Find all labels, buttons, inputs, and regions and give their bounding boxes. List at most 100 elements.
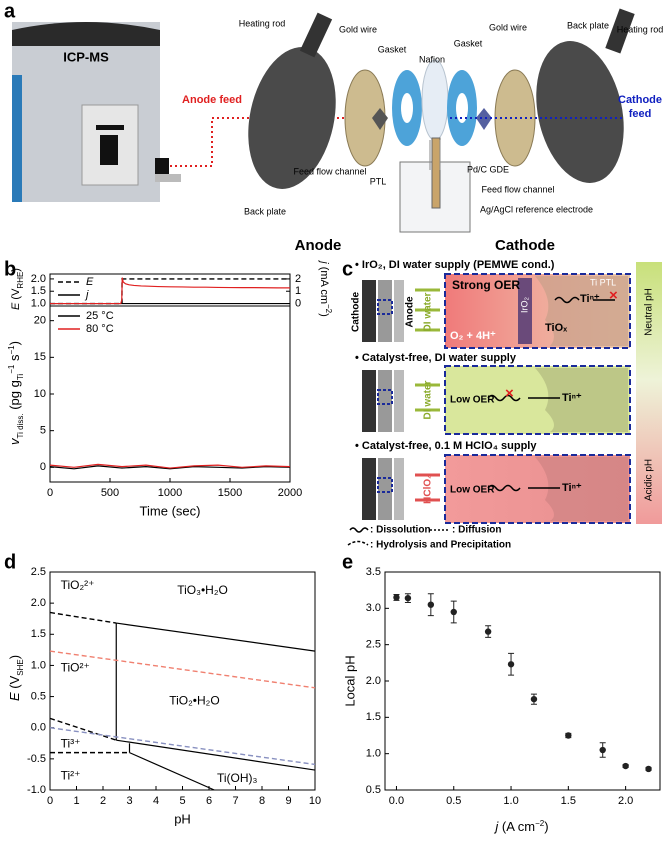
label: O₂ + 4H⁺	[450, 330, 496, 342]
row-title: • Catalyst-free, 0.1 M HClO₄ supply	[355, 440, 537, 452]
region-label: Ti³⁺	[61, 737, 81, 751]
y-tick-label: -1.0	[27, 784, 46, 796]
label: feed	[629, 108, 652, 120]
series-line	[49, 727, 316, 766]
label: Low OER	[450, 395, 495, 406]
x-axis-label: Time (sec)	[140, 503, 201, 518]
label: Anode	[295, 237, 342, 254]
y-tick-label: 3.5	[366, 566, 381, 578]
label: Ti PTL	[590, 277, 616, 287]
label: Feed flow channel	[481, 184, 554, 194]
panel-letter: d	[4, 551, 16, 573]
cell-sketches	[362, 280, 440, 520]
x-tick-label: 2	[100, 795, 106, 807]
x-tick-label: 1	[73, 795, 79, 807]
ti-ptl	[535, 368, 628, 432]
x-tick-label: 7	[232, 795, 238, 807]
y-tick-label: -0.5	[27, 753, 46, 765]
label: IrO₂	[519, 297, 529, 313]
dissolution-arrow	[554, 296, 615, 304]
y-axis-label: E (VSHE)	[7, 655, 24, 701]
label: Back plate	[244, 206, 286, 216]
heating-rod	[299, 12, 333, 58]
label: Low OER	[450, 485, 495, 496]
y-axis-label: Local pH	[342, 655, 357, 706]
connector	[155, 158, 169, 174]
plot-frame	[384, 571, 661, 791]
label: Acidic pH	[644, 459, 655, 501]
x-tick-label: 0	[47, 487, 53, 499]
label: Tiⁿ⁺	[580, 293, 600, 305]
label: Pd/C GDE	[467, 164, 509, 174]
tube	[429, 140, 441, 170]
y-tick-label: 2.0	[31, 273, 46, 285]
series-line	[49, 465, 291, 470]
label: ICP-MS	[63, 49, 109, 64]
ph-bar	[636, 262, 662, 524]
panel-c: • IrO₂, DI water supply (PEMWE cond.) • …	[347, 259, 662, 551]
y2-axis-label: j (mA cm−2)	[318, 259, 333, 317]
label: Tiⁿ⁺	[562, 392, 582, 404]
region-label: TiO₂•H₂O	[169, 694, 219, 708]
x-tick-label: 1.5	[561, 795, 576, 807]
y-tick-label: 1.0	[31, 297, 46, 309]
x-tick-label: 0.5	[446, 795, 461, 807]
block-mark: ×	[609, 287, 618, 304]
nafion	[421, 59, 449, 141]
label: Gold wire	[489, 22, 527, 32]
y-tick-label: 1.5	[31, 285, 46, 297]
x-tick-label: 8	[259, 795, 265, 807]
series-line	[49, 611, 117, 624]
label: Ag/AgCl reference electrode	[480, 204, 593, 214]
legend-icon	[347, 540, 369, 546]
y-tick-label: 2.0	[31, 597, 46, 609]
x-tick-label: 2000	[278, 487, 302, 499]
label: : Hydrolysis and Precipitation	[370, 540, 511, 551]
y-tick-label: 5	[40, 425, 46, 437]
legend-label: 80 °C	[86, 323, 114, 335]
region-label: Ti(OH)₃	[217, 771, 258, 785]
gasket-hole	[456, 93, 468, 123]
label: TiOₓ	[545, 322, 568, 334]
y-tick-label: 1.0	[366, 748, 381, 760]
data-point	[404, 594, 412, 602]
x-axis-label: pH	[174, 811, 191, 826]
y-tick-label: 0.0	[31, 722, 46, 734]
y-tick-label: 0.5	[31, 690, 46, 702]
label: Cathode	[351, 292, 362, 332]
back-plate	[248, 47, 336, 189]
data-point	[427, 601, 435, 608]
y-tick-label: 10	[34, 388, 46, 400]
dissolution-arrow	[487, 394, 560, 402]
y2-tick-label: 1	[295, 285, 301, 297]
label: Heating rod	[617, 24, 664, 34]
label: Strong OER	[452, 278, 520, 292]
series-line	[116, 622, 316, 652]
y2-tick-label: 2	[295, 273, 301, 285]
legend-label: 25 °C	[86, 310, 114, 322]
label: Heating rod	[239, 18, 286, 28]
label: Anode feed	[182, 94, 242, 106]
data-point	[507, 661, 515, 668]
x-tick-label: 6	[206, 795, 212, 807]
x-tick-label: 1.0	[503, 795, 518, 807]
y-tick-label: 15	[34, 351, 46, 363]
label: : Dissolution	[370, 525, 431, 536]
x-axis-label: j (A cm−2)	[493, 819, 548, 835]
series-line	[129, 752, 215, 791]
icp-ms-slot	[96, 125, 124, 130]
legend-label: E	[86, 276, 94, 288]
label: HClO₄	[423, 474, 434, 504]
series-line	[50, 277, 290, 305]
label: Cathode	[495, 237, 555, 254]
label: Nafion	[419, 54, 445, 64]
series-line	[116, 739, 316, 771]
region-label: TiO₂²⁺	[61, 578, 95, 592]
y-tick-label: 2.0	[366, 675, 381, 687]
label: Gasket	[378, 44, 407, 54]
ptl	[372, 108, 388, 130]
label: Tiⁿ⁺	[562, 482, 582, 494]
gasket-hole	[401, 93, 413, 123]
reference-electrode	[431, 137, 441, 209]
